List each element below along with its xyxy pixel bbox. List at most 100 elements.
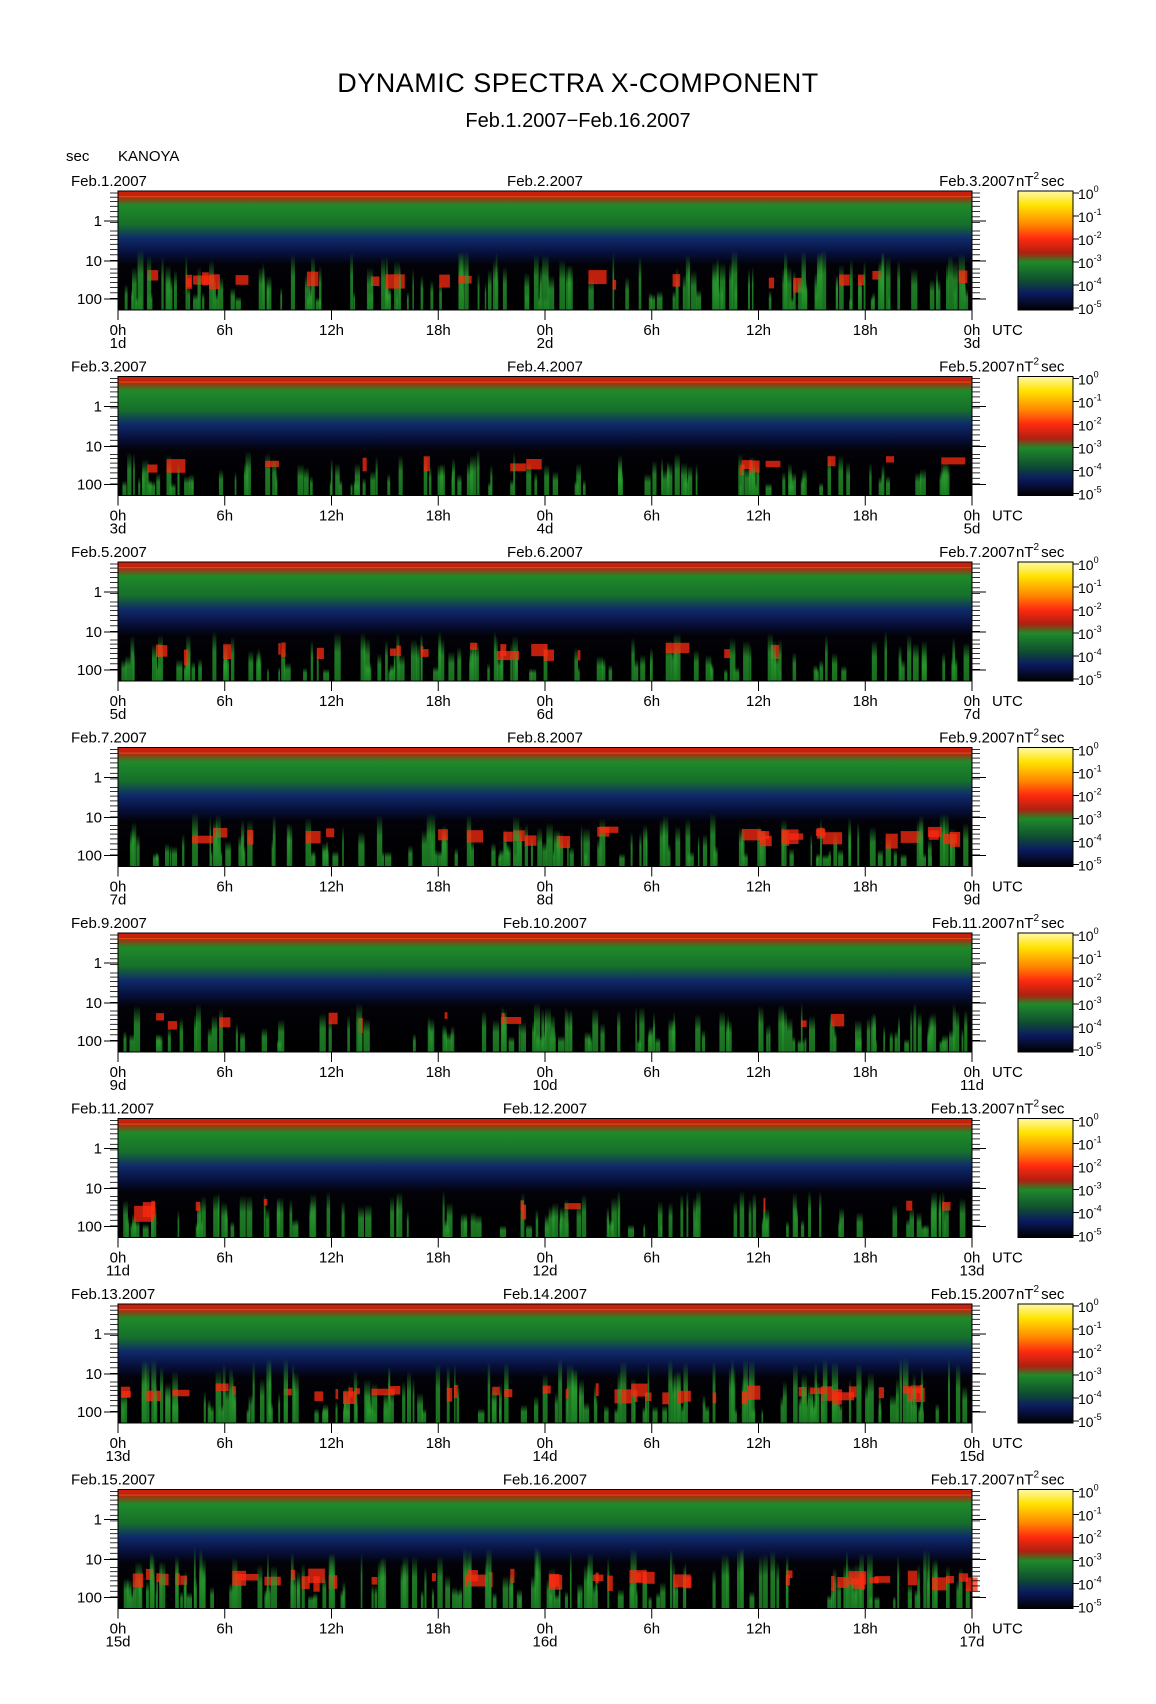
x-tick-label: 0h — [110, 1621, 127, 1638]
utc-label: UTC — [992, 508, 1023, 525]
x-tick-label: 0h — [964, 693, 981, 710]
x-tick-label: 6h — [216, 1064, 233, 1081]
x-tick-label: 6h — [216, 1435, 233, 1452]
panel-date-right: Feb.11.2007 — [932, 915, 1015, 932]
colorbar-unit-label: nT2 sec — [1016, 542, 1065, 561]
y-tick-label: 1 — [94, 1141, 102, 1158]
colorbar — [1017, 376, 1074, 496]
day-label-mid: 12d — [532, 1263, 557, 1280]
x-tick-label: 18h — [426, 1435, 451, 1452]
y-tick-label: 100 — [77, 1033, 102, 1050]
spectral-activity — [123, 1546, 978, 1609]
day-label-right: 5d — [964, 521, 981, 538]
utc-label: UTC — [992, 693, 1023, 710]
colorbar-tick-label: 10-3 — [1078, 995, 1102, 1013]
y-tick-label: 100 — [77, 1219, 102, 1236]
panel-date-left: Feb.13.2007 — [71, 1286, 155, 1303]
day-label-mid: 6d — [537, 706, 554, 723]
x-tick-label: 12h — [746, 322, 771, 339]
day-label-mid: 16d — [532, 1634, 557, 1651]
day-label-right: 17d — [959, 1634, 984, 1651]
colorbar-tick-label: 100 — [1078, 1112, 1099, 1130]
x-tick-label: 0h — [964, 879, 981, 896]
panel-date-mid: Feb.10.2007 — [503, 915, 587, 932]
spectrogram-panel: Feb.7.2007 Feb.8.2007 Feb.9.2007 1 10 100 0h 6h… — [71, 728, 1102, 909]
colorbar-tick-label: 10-4 — [1078, 276, 1102, 294]
colorbar-tick-label: 10-5 — [1078, 670, 1102, 688]
spectrogram-panel: Feb.9.2007 Feb.10.2007 Feb.11.2007 1 10 100 0h… — [71, 913, 1102, 1094]
colorbar-tick-label: 10-5 — [1078, 1412, 1102, 1430]
spectrogram-panel: Feb.5.2007 Feb.6.2007 Feb.7.2007 1 10 100 0h 6h… — [71, 542, 1102, 723]
colorbar-tick-label: 10-5 — [1078, 1041, 1102, 1059]
x-tick-label: 18h — [426, 1621, 451, 1638]
x-tick-label: 0h — [537, 508, 554, 525]
y-tick-label: 1 — [94, 1512, 102, 1529]
x-tick-label: 18h — [853, 1250, 878, 1267]
colorbar-tick-label: 100 — [1078, 1483, 1099, 1501]
spectrogram-panel: Feb.11.2007 Feb.12.2007 Feb.13.2007 1 10 100 0… — [71, 1099, 1102, 1280]
colorbar-tick-label: 10-3 — [1078, 1552, 1102, 1570]
x-tick-label: 0h — [537, 1250, 554, 1267]
day-label-left: 3d — [110, 521, 127, 538]
x-tick-label: 0h — [110, 879, 127, 896]
x-tick-label: 0h — [537, 1435, 554, 1452]
x-tick-label: 6h — [216, 693, 233, 710]
spectral-activity — [123, 1002, 968, 1052]
colorbar-unit-label: nT2 sec — [1016, 913, 1065, 932]
x-tick-label: 0h — [964, 508, 981, 525]
x-tick-label: 12h — [319, 1250, 344, 1267]
x-tick-label: 0h — [110, 322, 127, 339]
panel-date-right: Feb.13.2007 — [931, 1101, 1015, 1118]
y-tick-label: 100 — [77, 1590, 102, 1607]
panel-date-left: Feb.5.2007 — [71, 544, 147, 561]
x-tick-label: 6h — [643, 879, 660, 896]
chart-title: DYNAMIC SPECTRA X-COMPONENT — [337, 68, 819, 98]
day-label-left: 7d — [110, 892, 127, 909]
y-tick-label: 1 — [94, 399, 102, 416]
utc-label: UTC — [992, 1621, 1023, 1638]
x-tick-label: 18h — [853, 693, 878, 710]
day-label-right: 15d — [959, 1448, 984, 1465]
colorbar — [1017, 190, 1074, 311]
colorbar-tick-label: 10-3 — [1078, 1366, 1102, 1384]
colorbar-tick-label: 10-1 — [1078, 207, 1102, 225]
colorbar-tick-label: 10-1 — [1078, 578, 1102, 596]
spectrogram-panel: Feb.3.2007 Feb.4.2007 Feb.5.2007 1 10 100 0h 6h… — [71, 357, 1102, 538]
x-tick-label: 12h — [746, 693, 771, 710]
x-tick-label: 12h — [746, 1621, 771, 1638]
panel-date-right: Feb.3.2007 — [939, 173, 1015, 190]
y-tick-label: 10 — [85, 1366, 102, 1383]
y-tick-label: 1 — [94, 955, 102, 972]
panel-date-mid: Feb.14.2007 — [503, 1286, 587, 1303]
colorbar-tick-label: 10-1 — [1078, 764, 1102, 782]
y-tick-label: 1 — [94, 770, 102, 787]
colorbar-tick-label: 10-2 — [1078, 416, 1102, 434]
colorbar-tick-label: 10-2 — [1078, 787, 1102, 805]
y-tick-label: 100 — [77, 1404, 102, 1421]
colorbar-tick-label: 10-5 — [1078, 856, 1102, 874]
spectral-activity — [121, 631, 970, 681]
day-label-left: 11d — [106, 1263, 130, 1280]
panel-date-left: Feb.3.2007 — [71, 359, 147, 376]
colorbar-tick-label: 10-5 — [1078, 485, 1102, 503]
x-tick-label: 12h — [746, 879, 771, 896]
panel-date-left: Feb.9.2007 — [71, 915, 147, 932]
colorbar-tick-label: 10-4 — [1078, 1018, 1102, 1036]
panel-date-mid: Feb.4.2007 — [507, 359, 583, 376]
colorbar-tick-label: 10-4 — [1078, 647, 1102, 665]
x-tick-label: 18h — [426, 508, 451, 525]
colorbar-tick-label: 100 — [1078, 926, 1099, 944]
y-tick-label: 100 — [77, 848, 102, 865]
y-tick-label: 10 — [85, 1552, 102, 1569]
day-label-mid: 2d — [537, 335, 554, 352]
colorbar-tick-label: 10-5 — [1078, 1598, 1102, 1616]
colorbar-tick-label: 10-2 — [1078, 1158, 1102, 1176]
panels-layer: Feb.1.2007 Feb.2.2007 Feb.3.2007 1 10 100 0h 6h… — [71, 171, 1102, 1651]
x-tick-label: 0h — [537, 693, 554, 710]
x-tick-label: 18h — [853, 508, 878, 525]
x-tick-label: 0h — [964, 322, 981, 339]
x-tick-label: 12h — [319, 1621, 344, 1638]
y-tick-label: 100 — [77, 662, 102, 679]
spectral-activity — [120, 1357, 968, 1423]
colorbar-tick-label: 10-2 — [1078, 1529, 1102, 1547]
